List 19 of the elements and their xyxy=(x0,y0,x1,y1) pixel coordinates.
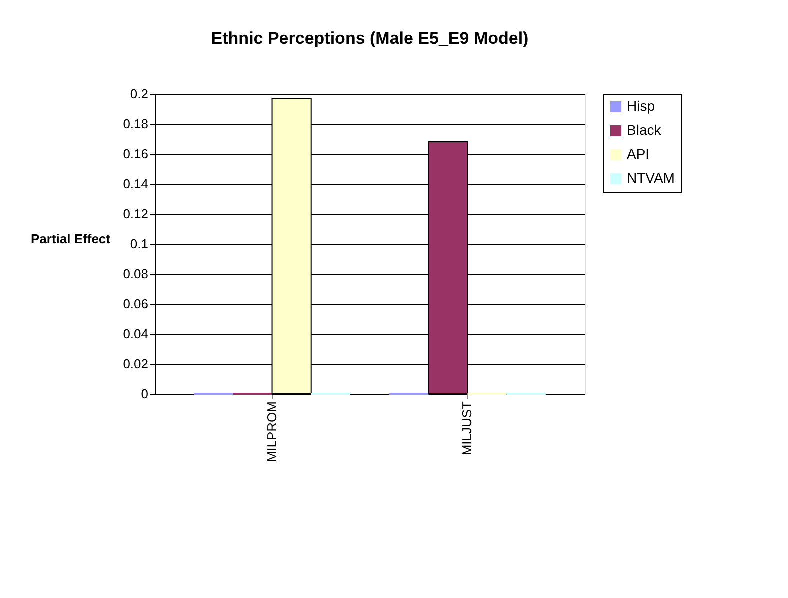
y-tick-label: 0.14 xyxy=(123,176,148,192)
legend-label: API xyxy=(627,146,650,162)
y-tick-label: 0.04 xyxy=(123,326,148,342)
y-tick-label: 0.02 xyxy=(123,356,148,372)
legend-label: NTVAM xyxy=(627,170,675,186)
legend-label: Black xyxy=(627,122,662,138)
y-tick-label: 0.18 xyxy=(123,116,148,132)
y-tick-label: 0.12 xyxy=(123,206,148,222)
legend-label: Hisp xyxy=(627,98,656,114)
y-tick-label: 0 xyxy=(141,386,148,402)
x-tick-label: MILJUST xyxy=(460,401,475,456)
y-tick-label: 0.1 xyxy=(130,236,148,252)
x-tick-label: MILPROM xyxy=(264,402,280,462)
y-tick-label: 0.2 xyxy=(130,86,148,102)
y-tick-label: 0.06 xyxy=(123,296,148,312)
y-tick-label: 0.16 xyxy=(123,146,148,162)
chart-title: Ethnic Perceptions (Male E5_E9 Model) xyxy=(211,29,529,48)
y-axis-title: Partial Effect xyxy=(31,232,112,246)
y-tick-label: 0.08 xyxy=(123,266,148,282)
